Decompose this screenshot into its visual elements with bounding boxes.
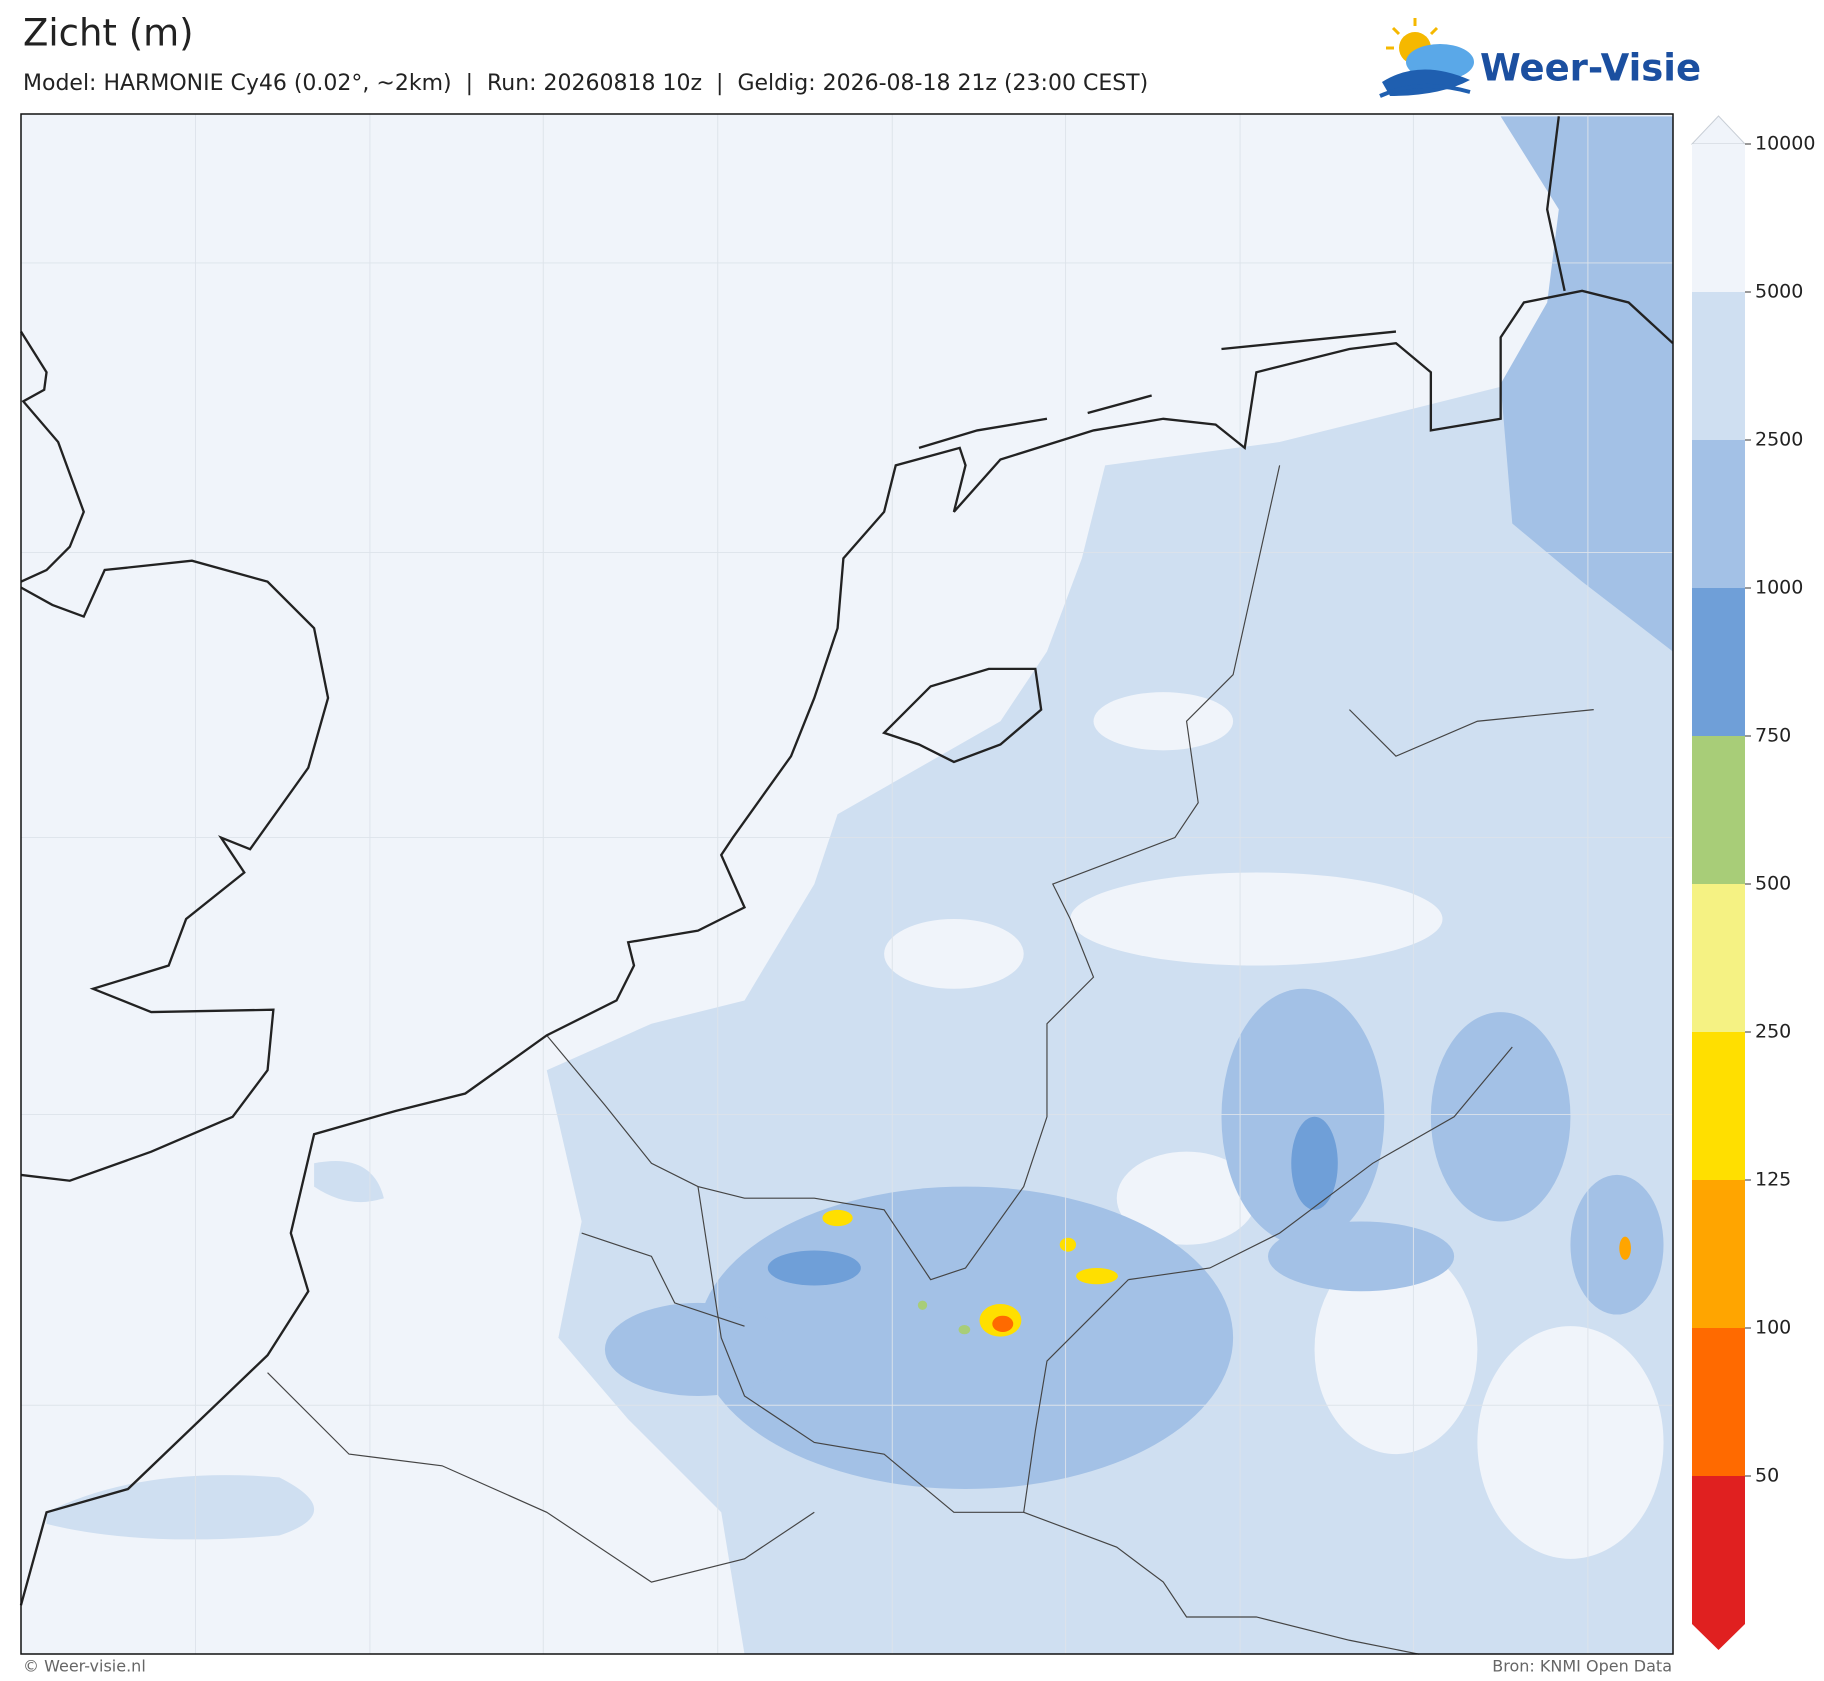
colorbar: 10000 5000 2500 1000 750 500 250 125 100 50: [1690, 115, 1815, 1650]
colorbar-band: [1692, 440, 1745, 588]
title: Zicht (m): [23, 12, 194, 55]
colorbar-band: [1692, 1032, 1745, 1180]
field-dark: [767, 1116, 1338, 1286]
map-frame: [20, 113, 1674, 1655]
colorbar-tick-label: 125: [1755, 1169, 1791, 1191]
source: Bron: KNMI Open Data: [1492, 1657, 1672, 1676]
colorbar-band: [1692, 588, 1745, 736]
coastlines: [19, 116, 1674, 1606]
field-clear: [884, 692, 1664, 1559]
field-spots: [822, 1209, 1631, 1337]
logo-icon: [1379, 18, 1474, 98]
borders: [267, 465, 1594, 1655]
colorbar-band: [1692, 1180, 1745, 1328]
colorbar-tick-label: 500: [1755, 873, 1791, 895]
colorbar-tick-label: 750: [1755, 725, 1791, 747]
colorbar-band: [1692, 884, 1745, 1032]
colorbar-band: [1692, 144, 1745, 292]
logo-text: Weer-Visie: [1480, 47, 1701, 90]
colorbar-tick-label: 1000: [1755, 577, 1803, 599]
colorbar-tick-label: 50: [1755, 1465, 1779, 1487]
colorbar-band: [1692, 292, 1745, 440]
map-content: [19, 114, 1674, 1655]
colorbar-extension-bottom: [1692, 1624, 1745, 1650]
subtitle: Model: HARMONIE Cy46 (0.02°, ~2km) | Run…: [23, 71, 1148, 96]
colorbar-band: [1692, 1328, 1745, 1476]
colorbar-extension-top: [1690, 115, 1747, 145]
colorbar-tick-label: 10000: [1755, 133, 1815, 155]
colorbar-tick-label: 2500: [1755, 429, 1803, 451]
map: [19, 113, 1674, 1655]
copyright: © Weer-visie.nl: [23, 1657, 146, 1676]
logo: Weer-Visie: [1379, 18, 1701, 98]
graticule: [20, 114, 1673, 1655]
colorbar-tick-label: 5000: [1755, 281, 1803, 303]
colorbar-tick-label: 250: [1755, 1021, 1791, 1043]
colorbar-band: [1692, 736, 1745, 884]
colorbar-band: [1692, 1476, 1745, 1624]
colorbar-tick-label: 100: [1755, 1317, 1791, 1339]
